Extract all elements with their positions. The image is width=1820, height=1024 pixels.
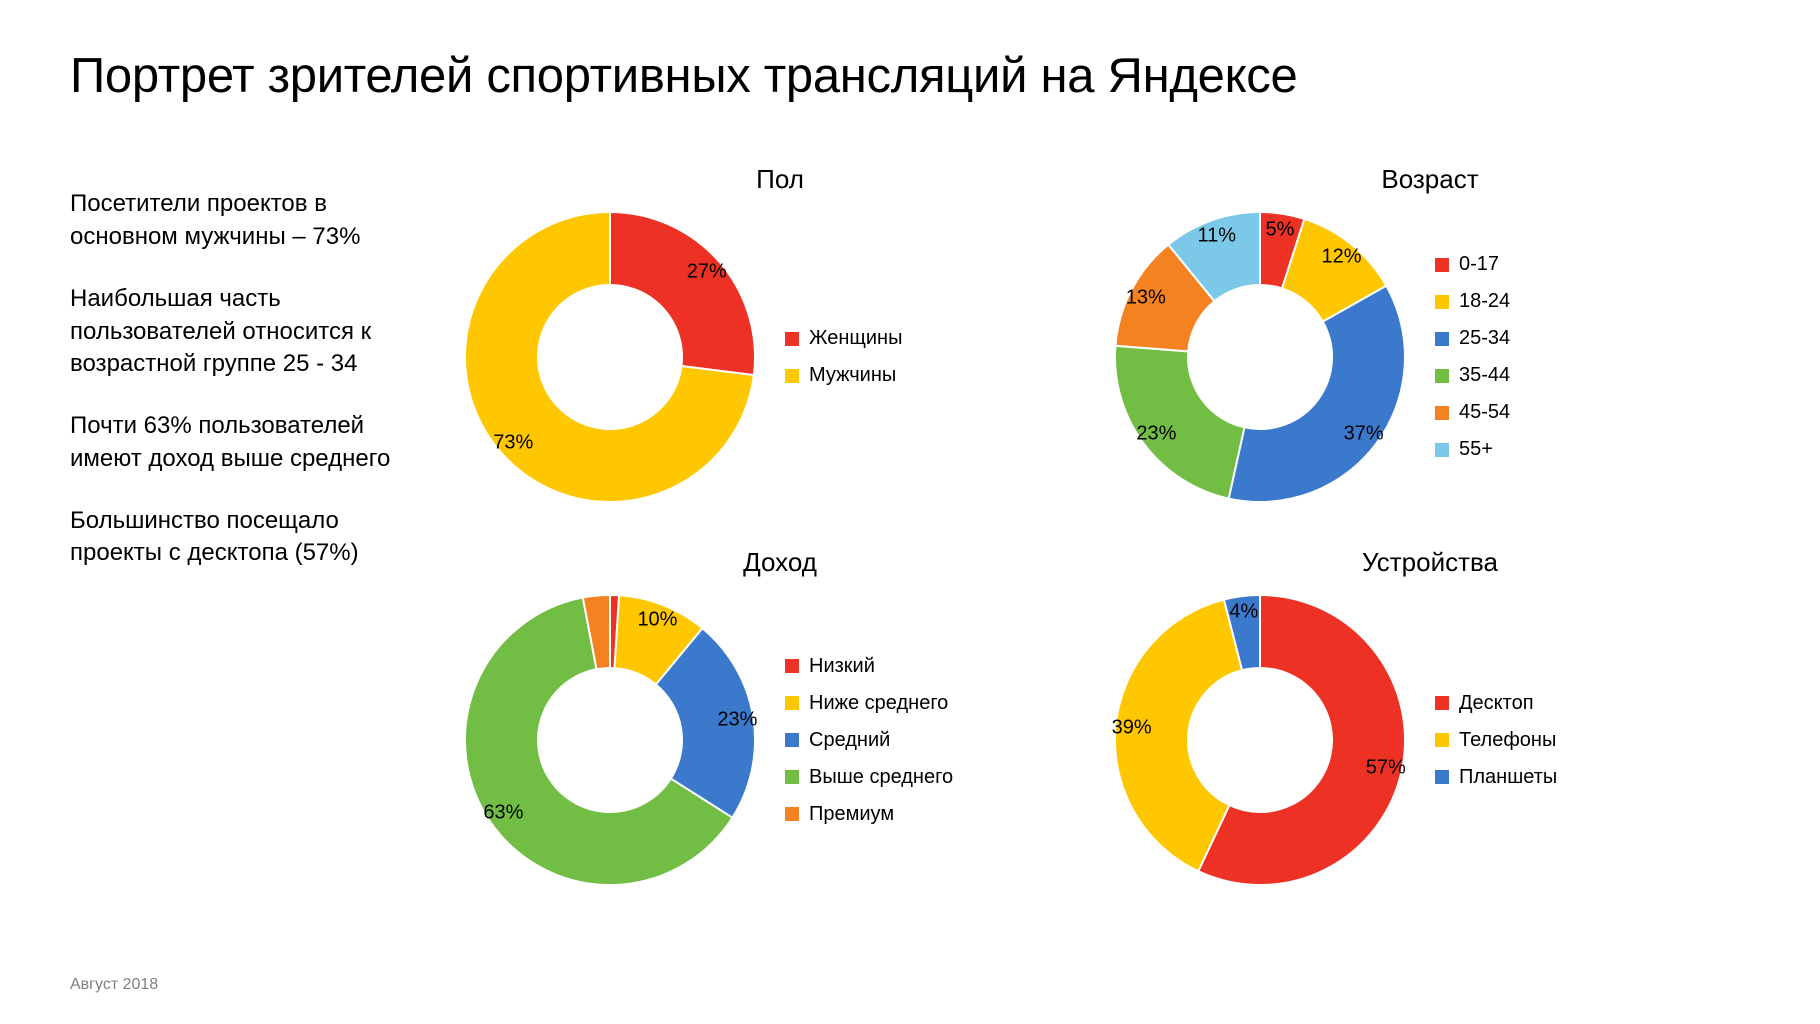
legend-item: Премиум bbox=[785, 803, 953, 826]
chart-title: Пол bbox=[460, 164, 1100, 195]
chart-legend: Женщины Мужчины bbox=[785, 327, 902, 387]
legend-label: 35-44 bbox=[1459, 364, 1510, 387]
legend-swatch bbox=[785, 696, 799, 710]
legend-label: Выше среднего bbox=[809, 766, 953, 789]
legend-item: Женщины bbox=[785, 327, 902, 350]
legend-swatch bbox=[1435, 733, 1449, 747]
legend-item: 0-17 bbox=[1435, 253, 1510, 276]
legend-item: Средний bbox=[785, 729, 953, 752]
summary-paragraph: Наибольшая часть пользователей относится… bbox=[70, 283, 430, 380]
chart-devices: Устройства 57% 39% 4% Десктоп Телефоны Планшет… bbox=[1110, 547, 1750, 890]
legend-swatch bbox=[1435, 332, 1449, 346]
legend-swatch bbox=[785, 332, 799, 346]
donut-slice bbox=[610, 212, 755, 375]
legend-item: Ниже среднего bbox=[785, 692, 953, 715]
slice-pct-label: 39% bbox=[1112, 717, 1152, 740]
slice-pct-label: 27% bbox=[687, 261, 727, 284]
slice-pct-label: 23% bbox=[1136, 423, 1176, 446]
legend-swatch bbox=[1435, 406, 1449, 420]
legend-label: Средний bbox=[809, 729, 890, 752]
chart-income: Доход 10% 23% 63% Низкий Ниже среднего Средний… bbox=[460, 547, 1100, 890]
chart-legend: 0-17 18-24 25-34 35-44 45-54 55+ bbox=[1435, 253, 1510, 461]
slice-pct-label: 13% bbox=[1126, 286, 1166, 309]
legend-item: 45-54 bbox=[1435, 401, 1510, 424]
slice-pct-label: 12% bbox=[1321, 246, 1361, 269]
donut-slice bbox=[1229, 286, 1405, 502]
chart-title: Устройства bbox=[1110, 547, 1750, 578]
legend-swatch bbox=[1435, 258, 1449, 272]
donut-slice bbox=[1115, 346, 1244, 499]
legend-label: Ниже среднего bbox=[809, 692, 948, 715]
legend-label: 18-24 bbox=[1459, 290, 1510, 313]
chart-body: 10% 23% 63% Низкий Ниже среднего Средний Выше … bbox=[460, 590, 1100, 890]
legend-label: Женщины bbox=[809, 327, 902, 350]
charts-grid: Пол 27% 73% Женщины Мужчины Возраст 5% 12% 37% 23… bbox=[460, 164, 1750, 890]
legend-item: Планшеты bbox=[1435, 766, 1557, 789]
legend-swatch bbox=[785, 369, 799, 383]
chart-body: 5% 12% 37% 23% 13% 11% 0-17 18-24 25-34 35-44 45-5… bbox=[1110, 207, 1750, 507]
chart-title: Доход bbox=[460, 547, 1100, 578]
donut-chart: 5% 12% 37% 23% 13% 11% bbox=[1110, 207, 1410, 507]
legend-item: Выше среднего bbox=[785, 766, 953, 789]
slice-pct-label: 73% bbox=[493, 431, 533, 454]
slice-pct-label: 5% bbox=[1266, 218, 1295, 241]
chart-legend: Десктоп Телефоны Планшеты bbox=[1435, 692, 1557, 789]
legend-item: 35-44 bbox=[1435, 364, 1510, 387]
legend-swatch bbox=[785, 659, 799, 673]
legend-label: Планшеты bbox=[1459, 766, 1557, 789]
legend-label: Мужчины bbox=[809, 364, 896, 387]
legend-item: 18-24 bbox=[1435, 290, 1510, 313]
legend-label: 25-34 bbox=[1459, 327, 1510, 350]
chart-legend: Низкий Ниже среднего Средний Выше среднего П… bbox=[785, 655, 953, 826]
legend-label: 45-54 bbox=[1459, 401, 1510, 424]
donut-chart: 27% 73% bbox=[460, 207, 760, 507]
slice-pct-label: 37% bbox=[1344, 423, 1384, 446]
summary-paragraph: Посетители проектов в основном мужчины –… bbox=[70, 188, 430, 253]
legend-label: Премиум bbox=[809, 803, 894, 826]
legend-swatch bbox=[1435, 443, 1449, 457]
chart-title: Возраст bbox=[1110, 164, 1750, 195]
chart-body: 57% 39% 4% Десктоп Телефоны Планшеты bbox=[1110, 590, 1750, 890]
slice-pct-label: 4% bbox=[1229, 601, 1258, 624]
legend-swatch bbox=[1435, 369, 1449, 383]
legend-item: Низкий bbox=[785, 655, 953, 678]
legend-label: 0-17 bbox=[1459, 253, 1499, 276]
chart-body: 27% 73% Женщины Мужчины bbox=[460, 207, 1100, 507]
legend-label: Низкий bbox=[809, 655, 875, 678]
legend-item: Телефоны bbox=[1435, 729, 1557, 752]
summary-text-column: Посетители проектов в основном мужчины –… bbox=[70, 164, 430, 890]
legend-swatch bbox=[1435, 295, 1449, 309]
footer-date: Август 2018 bbox=[70, 976, 158, 994]
slice-pct-label: 57% bbox=[1366, 757, 1406, 780]
slice-pct-label: 11% bbox=[1197, 224, 1236, 247]
legend-label: 55+ bbox=[1459, 438, 1493, 461]
slice-pct-label: 63% bbox=[483, 801, 523, 824]
legend-swatch bbox=[785, 770, 799, 784]
legend-label: Телефоны bbox=[1459, 729, 1556, 752]
summary-paragraph: Почти 63% пользователей имеют доход выше… bbox=[70, 410, 430, 475]
page-title: Портрет зрителей спортивных трансляций н… bbox=[70, 48, 1750, 104]
legend-label: Десктоп bbox=[1459, 692, 1534, 715]
content-row: Посетители проектов в основном мужчины –… bbox=[70, 164, 1750, 890]
chart-gender: Пол 27% 73% Женщины Мужчины bbox=[460, 164, 1100, 507]
legend-swatch bbox=[785, 733, 799, 747]
legend-item: Десктоп bbox=[1435, 692, 1557, 715]
donut-chart: 57% 39% 4% bbox=[1110, 590, 1410, 890]
legend-item: 25-34 bbox=[1435, 327, 1510, 350]
chart-age: Возраст 5% 12% 37% 23% 13% 11% 0-17 18-24 25-34 35… bbox=[1110, 164, 1750, 507]
legend-swatch bbox=[785, 807, 799, 821]
legend-swatch bbox=[1435, 770, 1449, 784]
legend-swatch bbox=[1435, 696, 1449, 710]
legend-item: Мужчины bbox=[785, 364, 902, 387]
legend-item: 55+ bbox=[1435, 438, 1510, 461]
summary-paragraph: Большинство посещало проекты с десктопа … bbox=[70, 505, 430, 570]
slide: Портрет зрителей спортивных трансляций н… bbox=[0, 0, 1820, 1024]
slice-pct-label: 10% bbox=[637, 609, 677, 632]
slice-pct-label: 23% bbox=[717, 709, 757, 732]
donut-chart: 10% 23% 63% bbox=[460, 590, 760, 890]
